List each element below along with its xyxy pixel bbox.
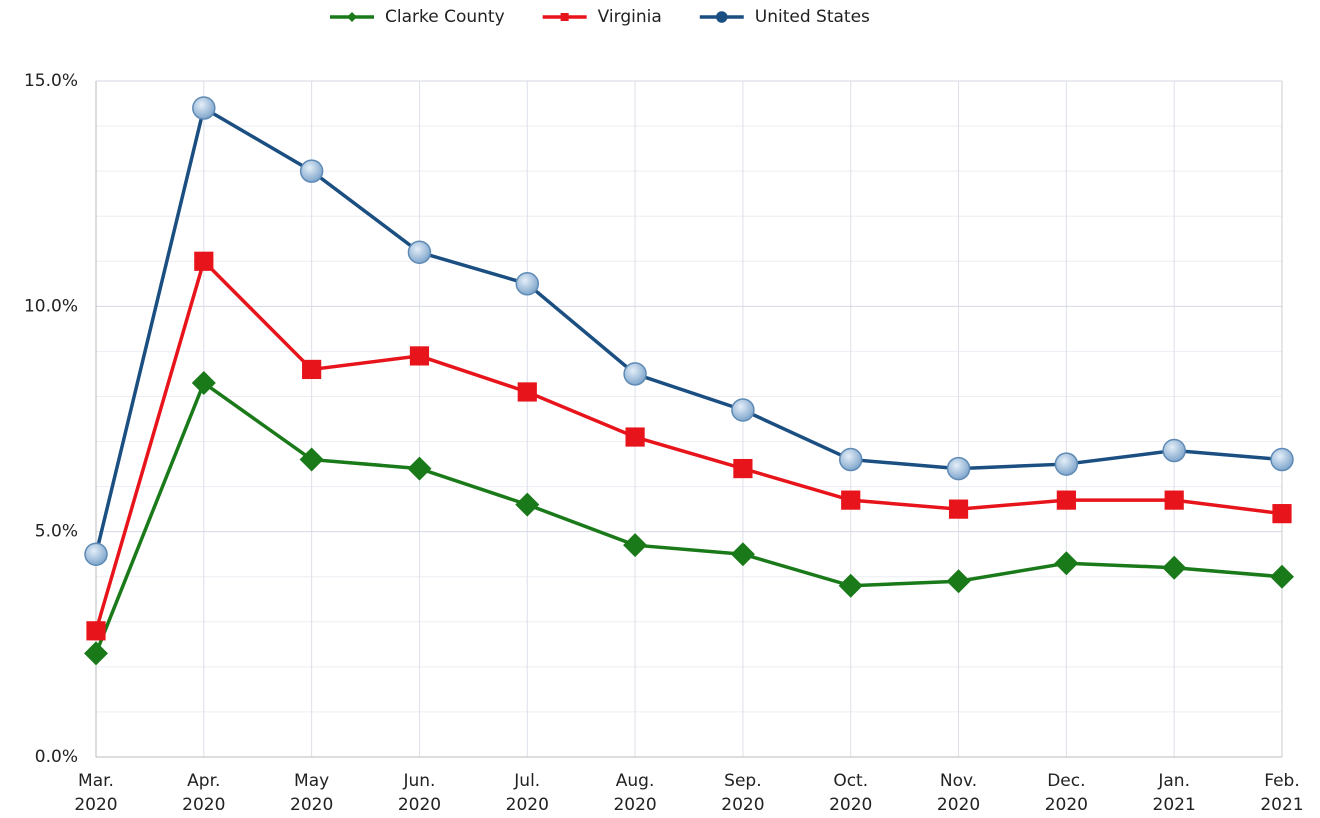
legend-marker	[347, 12, 357, 22]
point	[730, 542, 755, 567]
point	[1270, 564, 1294, 589]
legend-label: Virginia	[598, 7, 662, 27]
legend-label: Clarke County	[385, 7, 505, 27]
point	[86, 621, 106, 641]
x-tick-label: Feb. 2021	[1260, 771, 1303, 815]
x-tick-label: Jun. 2020	[398, 771, 441, 815]
point	[623, 362, 647, 386]
point	[302, 359, 322, 380]
x-tick-label: Apr. 2020	[182, 771, 225, 815]
point	[1054, 452, 1079, 476]
y-tick-label: 10.0%	[24, 296, 78, 316]
point	[623, 533, 648, 558]
legend-item: United States	[699, 7, 870, 27]
point	[194, 251, 214, 271]
point	[1162, 555, 1187, 580]
y-tick-label: 5.0%	[35, 522, 78, 542]
legend-item: Clarke County	[330, 7, 505, 27]
point	[517, 382, 537, 402]
point	[1270, 447, 1294, 472]
point	[948, 499, 969, 519]
point	[841, 490, 861, 510]
x-tick-label: Dec. 2020	[1045, 771, 1088, 815]
x-tick-label: Aug. 2020	[613, 771, 656, 815]
legend-marker	[716, 11, 728, 23]
point	[299, 159, 324, 183]
point	[84, 542, 108, 566]
point	[409, 346, 430, 366]
series-line	[94, 105, 1283, 555]
point	[946, 569, 971, 594]
point	[407, 240, 432, 265]
point	[192, 96, 216, 120]
y-tick-label: 15.0%	[24, 71, 78, 91]
series-line	[94, 380, 1283, 654]
y-tick-label: 0.0%	[35, 747, 78, 767]
point	[733, 458, 753, 479]
series-line	[94, 257, 1283, 632]
legend-item: Virginia	[542, 7, 662, 27]
point	[946, 456, 971, 481]
point	[84, 641, 108, 666]
x-tick-label: Jan. 2021	[1153, 771, 1196, 815]
point	[1054, 551, 1079, 576]
point	[1162, 438, 1186, 463]
point	[407, 456, 432, 481]
point	[1056, 490, 1076, 510]
point	[515, 272, 540, 296]
point	[515, 492, 540, 517]
legend-marker	[560, 13, 569, 21]
x-tick-label: May 2020	[290, 771, 333, 815]
point	[299, 447, 324, 472]
x-tick-label: Mar. 2020	[74, 771, 117, 815]
x-tick-label: Jul. 2020	[506, 771, 549, 815]
legend-label: United States	[755, 7, 870, 27]
x-tick-label: Oct. 2020	[829, 771, 872, 815]
point	[1272, 504, 1292, 524]
point	[838, 447, 863, 472]
point	[838, 573, 863, 598]
point	[731, 398, 755, 422]
x-tick-label: Sep. 2020	[721, 771, 764, 815]
point	[1164, 490, 1184, 510]
point	[191, 370, 216, 395]
point	[625, 427, 645, 447]
x-tick-label: Nov. 2020	[937, 771, 980, 815]
